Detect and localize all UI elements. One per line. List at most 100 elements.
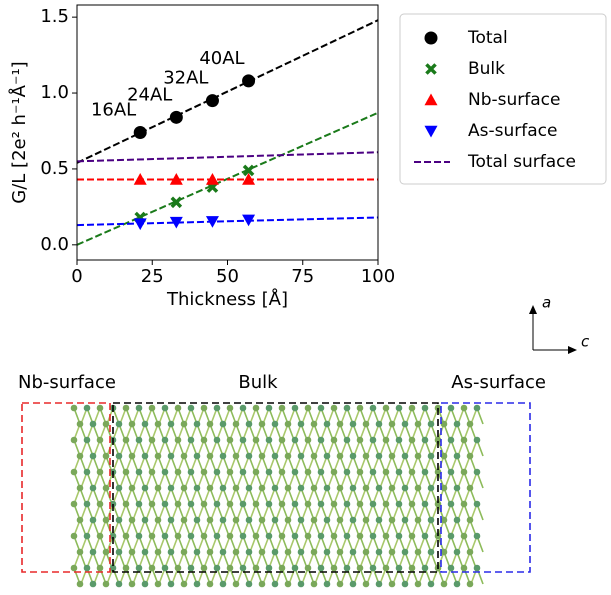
atom: [155, 421, 162, 428]
atom: [71, 437, 78, 444]
atom: [207, 453, 214, 460]
atom: [214, 501, 221, 508]
atom: [227, 405, 234, 412]
point: [242, 74, 255, 87]
atom: [207, 517, 214, 524]
atom: [233, 485, 240, 492]
atom: [220, 453, 227, 460]
atom: [415, 517, 422, 524]
atom: [77, 549, 84, 556]
atom: [123, 469, 130, 476]
atom: [266, 565, 273, 572]
atom: [201, 533, 208, 540]
atom: [279, 437, 286, 444]
atom: [188, 437, 195, 444]
atom: [448, 469, 455, 476]
atom: [168, 421, 175, 428]
atom: [474, 437, 481, 444]
atom: [441, 581, 448, 588]
atom: [90, 485, 97, 492]
atom: [402, 421, 409, 428]
atom: [311, 581, 318, 588]
atom: [90, 581, 97, 588]
atom: [428, 581, 435, 588]
atom: [155, 517, 162, 524]
atom: [240, 533, 247, 540]
atom: [116, 549, 123, 556]
atom: [266, 533, 273, 540]
atom: [409, 469, 416, 476]
atom: [448, 533, 455, 540]
atom: [350, 581, 357, 588]
atom: [344, 437, 351, 444]
atom: [71, 565, 78, 572]
y-tick-label: 1.0: [40, 82, 69, 103]
atom: [402, 485, 409, 492]
atom: [175, 405, 182, 412]
atom: [350, 517, 357, 524]
atom: [415, 421, 422, 428]
atom: [84, 405, 91, 412]
atom: [376, 517, 383, 524]
atom: [246, 517, 253, 524]
atom: [376, 421, 383, 428]
atom: [220, 549, 227, 556]
atom: [318, 565, 325, 572]
atom: [253, 565, 260, 572]
atom: [142, 581, 149, 588]
legend-label: As-surface: [468, 121, 557, 141]
atom: [136, 405, 143, 412]
atom: [123, 565, 130, 572]
atom: [201, 437, 208, 444]
atom: [344, 501, 351, 508]
region-label: Nb-surface: [18, 372, 116, 393]
atom: [188, 469, 195, 476]
atom: [175, 469, 182, 476]
atom: [370, 565, 377, 572]
atom: [259, 453, 266, 460]
atom: [344, 565, 351, 572]
atom: [142, 517, 149, 524]
atom: [337, 517, 344, 524]
atom: [376, 453, 383, 460]
atom: [194, 581, 201, 588]
atom: [350, 453, 357, 460]
atom: [448, 405, 455, 412]
atom: [415, 549, 422, 556]
atom: [77, 517, 84, 524]
y-tick-label: 0.0: [40, 234, 69, 255]
atom: [123, 437, 130, 444]
atom: [389, 421, 396, 428]
atom: [97, 501, 104, 508]
atom: [467, 517, 474, 524]
atom: [396, 469, 403, 476]
atom: [324, 453, 331, 460]
atom: [402, 581, 409, 588]
atom: [383, 533, 390, 540]
atom: [77, 453, 84, 460]
atom: [474, 405, 481, 412]
atom: [467, 581, 474, 588]
atom: [129, 549, 136, 556]
point: [206, 94, 219, 107]
atom: [175, 437, 182, 444]
atom: [389, 485, 396, 492]
atom: [103, 421, 110, 428]
atom: [363, 549, 370, 556]
atom: [168, 549, 175, 556]
atom: [474, 533, 481, 540]
atom: [357, 533, 364, 540]
atom: [233, 453, 240, 460]
atom: [240, 405, 247, 412]
atom: [240, 469, 247, 476]
atom: [292, 469, 299, 476]
atom: [194, 421, 201, 428]
atom: [305, 533, 312, 540]
atom: [175, 565, 182, 572]
atom: [415, 581, 422, 588]
atom: [298, 453, 305, 460]
atom: [227, 533, 234, 540]
atom: [253, 469, 260, 476]
atom: [461, 437, 468, 444]
atom: [129, 421, 136, 428]
